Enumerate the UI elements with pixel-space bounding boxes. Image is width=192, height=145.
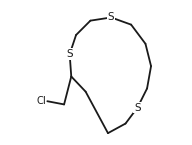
Text: S: S <box>134 103 141 113</box>
Text: S: S <box>108 12 114 22</box>
Text: Cl: Cl <box>36 96 46 106</box>
Text: S: S <box>66 49 73 59</box>
